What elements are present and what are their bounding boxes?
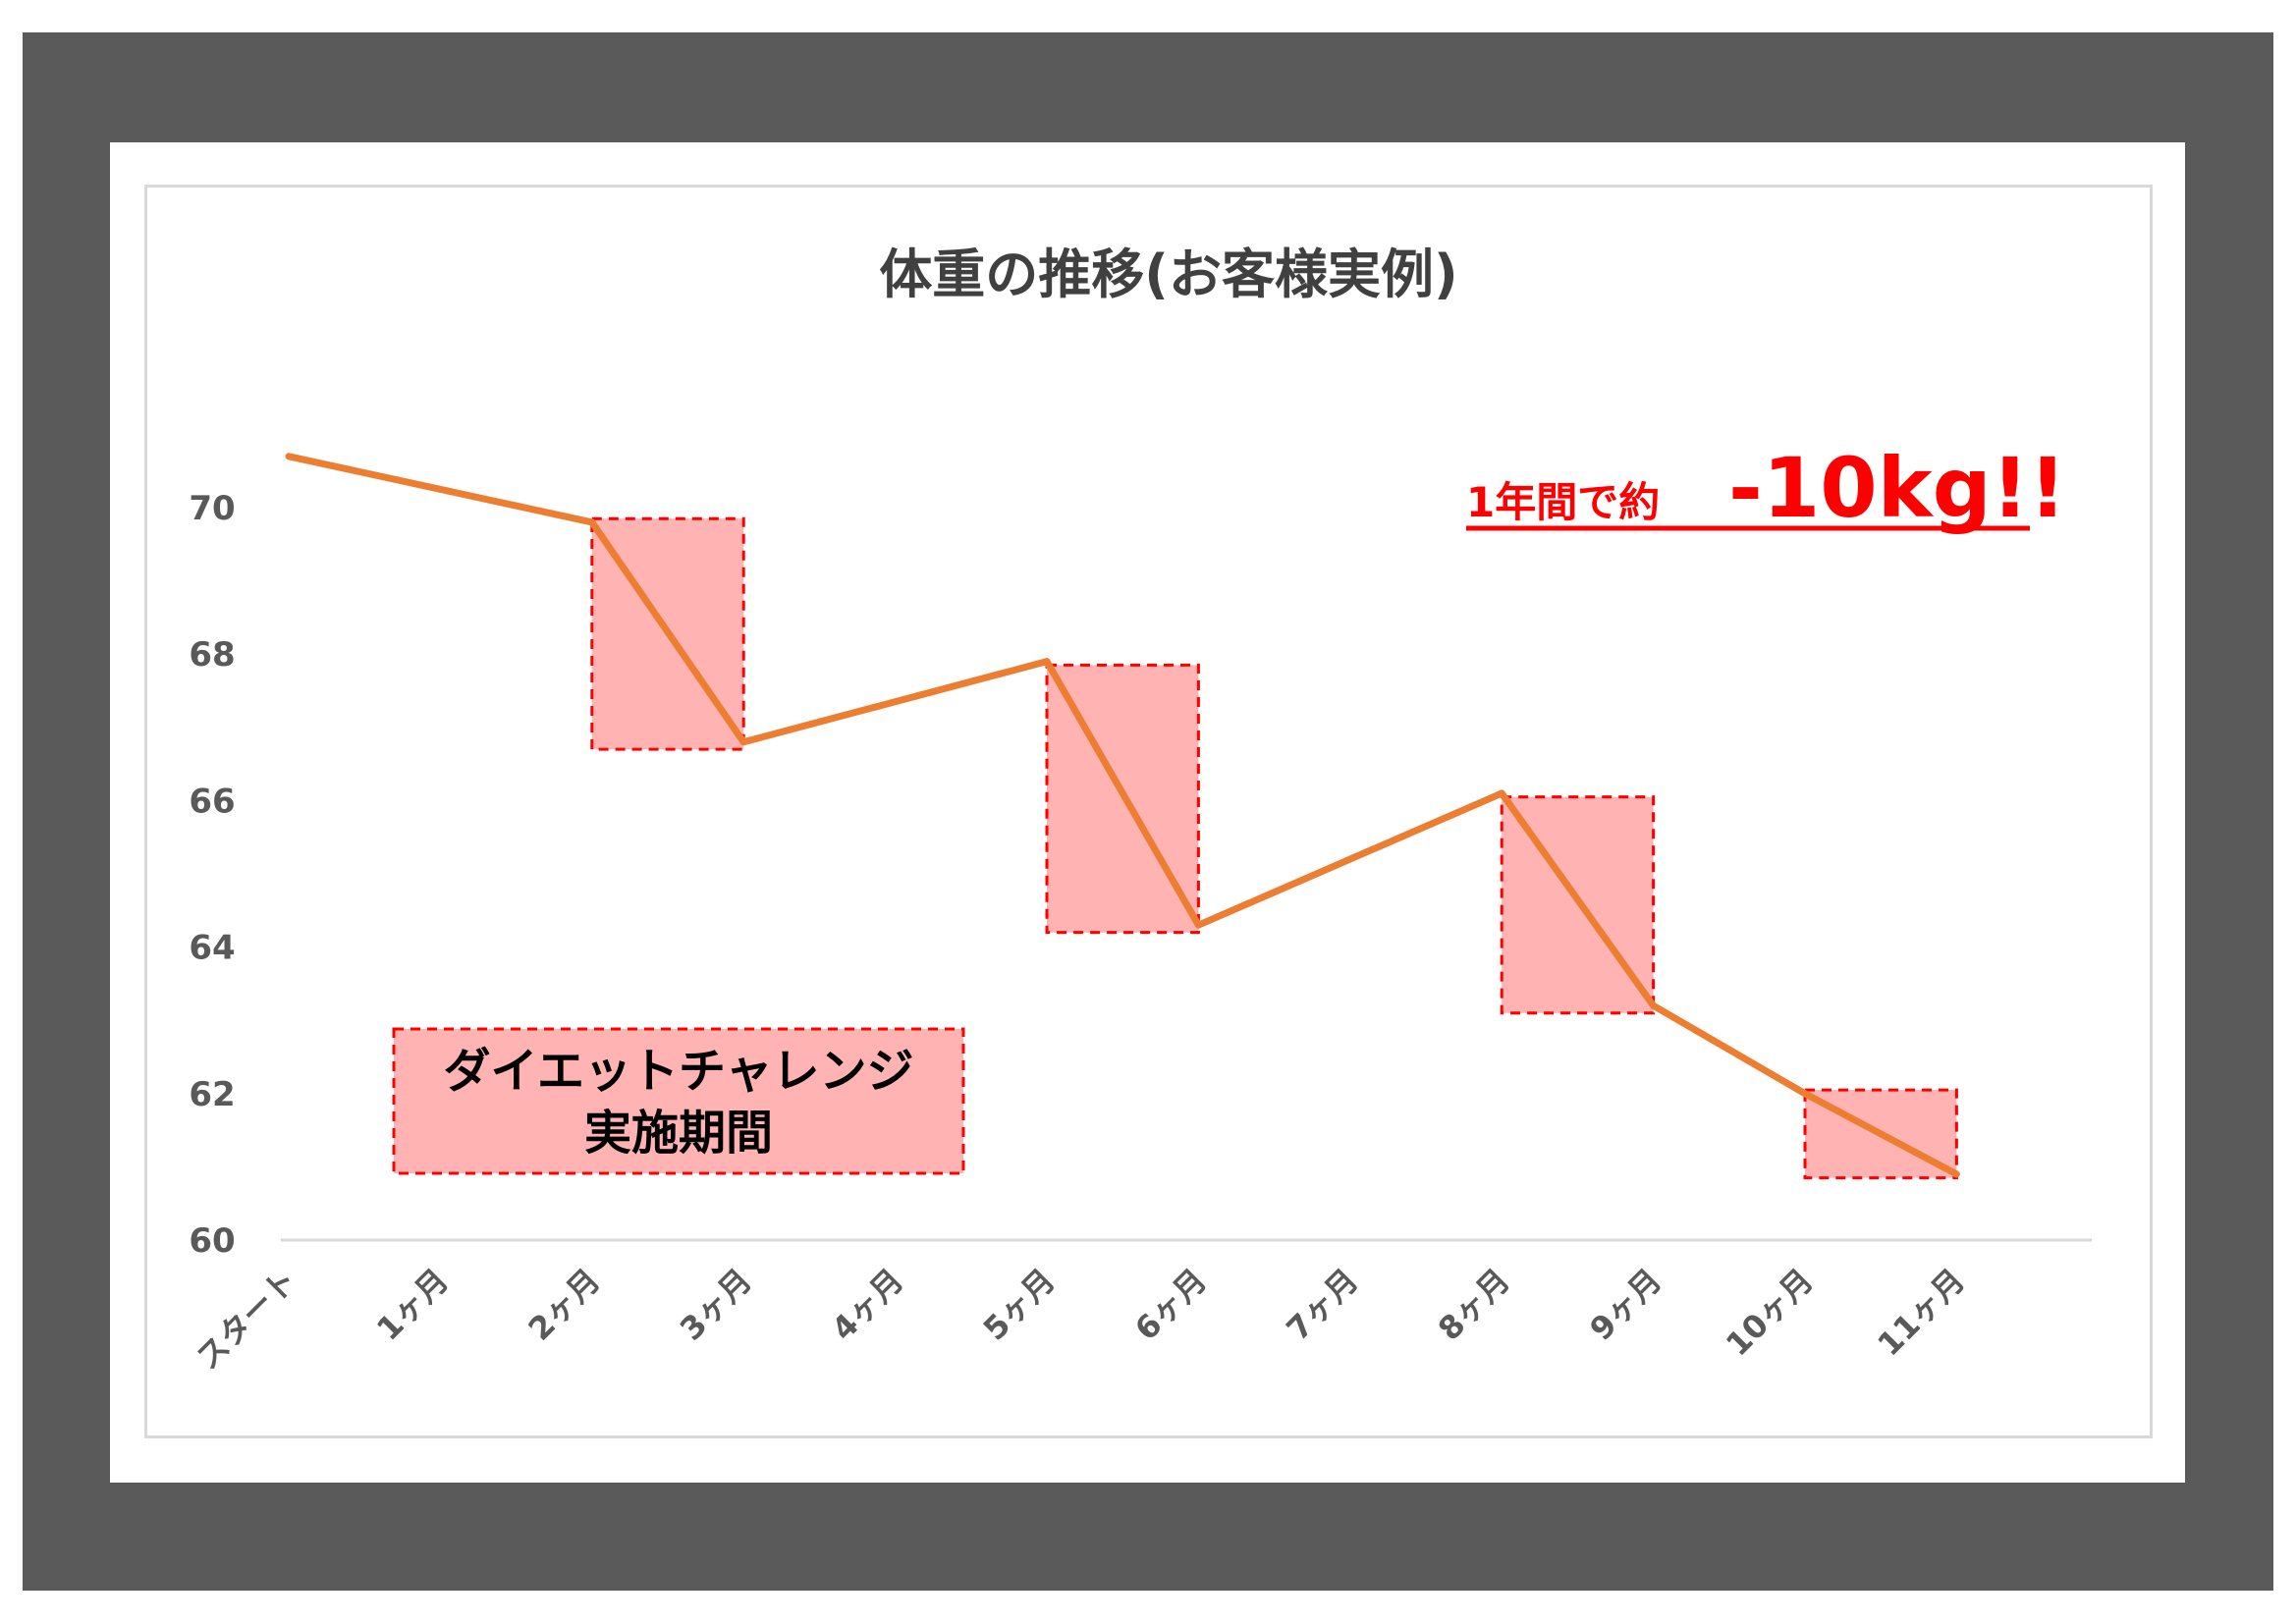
x-tick-label: 5ヶ月 bbox=[976, 1262, 1063, 1348]
x-axis-ticks: スタート 1ヶ月 2ヶ月 3ヶ月 4ヶ月 5ヶ月 6ヶ月 7ヶ月 8ヶ月 9ヶ月 10ヶ月 11ヶ月 bbox=[189, 1262, 1972, 1377]
y-tick-label: 60 bbox=[189, 1221, 235, 1261]
period-legend-box bbox=[392, 1027, 965, 1175]
y-tick-label: 64 bbox=[189, 929, 235, 968]
series-segment bbox=[285, 453, 596, 526]
period-legend: ダイエットチャレンジ 実施期間 bbox=[392, 1027, 965, 1175]
series-segment bbox=[1498, 789, 1658, 1009]
x-tick-label: スタート bbox=[189, 1262, 303, 1377]
x-tick-label: 2ヶ月 bbox=[521, 1262, 608, 1348]
y-tick-label: 70 bbox=[189, 489, 235, 528]
x-tick-label: 8ヶ月 bbox=[1431, 1262, 1517, 1348]
result-annotation: 1年間で約 -10kg!! bbox=[1466, 440, 2066, 536]
x-tick-label: 6ヶ月 bbox=[1127, 1262, 1214, 1348]
result-prefix: 1年間で約 bbox=[1466, 478, 1660, 526]
series-segment bbox=[1194, 789, 1505, 929]
y-axis-ticks: 60 62 64 66 68 70 bbox=[189, 489, 235, 1261]
x-tick-label: 10ヶ月 bbox=[1719, 1262, 1821, 1364]
x-tick-label: 1ヶ月 bbox=[369, 1262, 456, 1348]
chart-title: 体重の推移(お客様実例) bbox=[879, 243, 1457, 305]
period-legend-line1: ダイエットチャレンジ bbox=[443, 1044, 913, 1099]
series-segment bbox=[1043, 658, 1202, 929]
x-tick-label: 11ヶ月 bbox=[1870, 1262, 1972, 1364]
y-tick-label: 68 bbox=[189, 635, 235, 675]
series-segment bbox=[1801, 1090, 1960, 1178]
series-line bbox=[285, 453, 1960, 1178]
x-tick-label: 9ヶ月 bbox=[1582, 1262, 1668, 1348]
series-segment bbox=[739, 658, 1051, 746]
x-tick-label: 4ヶ月 bbox=[824, 1262, 910, 1348]
y-tick-label: 62 bbox=[189, 1075, 235, 1114]
y-tick-label: 66 bbox=[189, 782, 235, 821]
result-value: -10kg!! bbox=[1728, 440, 2066, 536]
series-segment bbox=[1650, 1001, 1809, 1098]
weight-line-chart: 体重の推移(お客様実例) 60 62 64 66 68 70 スタート 1ヶ月 2ヶ月 3ヶ月 4… bbox=[189, 243, 2092, 1377]
chart-area: 体重の推移(お客様実例) 60 62 64 66 68 70 スタート 1ヶ月 2ヶ月 3ヶ月 4… bbox=[144, 185, 2153, 1438]
period-legend-line2: 実施期間 bbox=[584, 1106, 773, 1161]
series-segment bbox=[588, 518, 747, 746]
x-tick-label: 3ヶ月 bbox=[673, 1262, 759, 1348]
x-tick-label: 7ヶ月 bbox=[1280, 1262, 1366, 1348]
